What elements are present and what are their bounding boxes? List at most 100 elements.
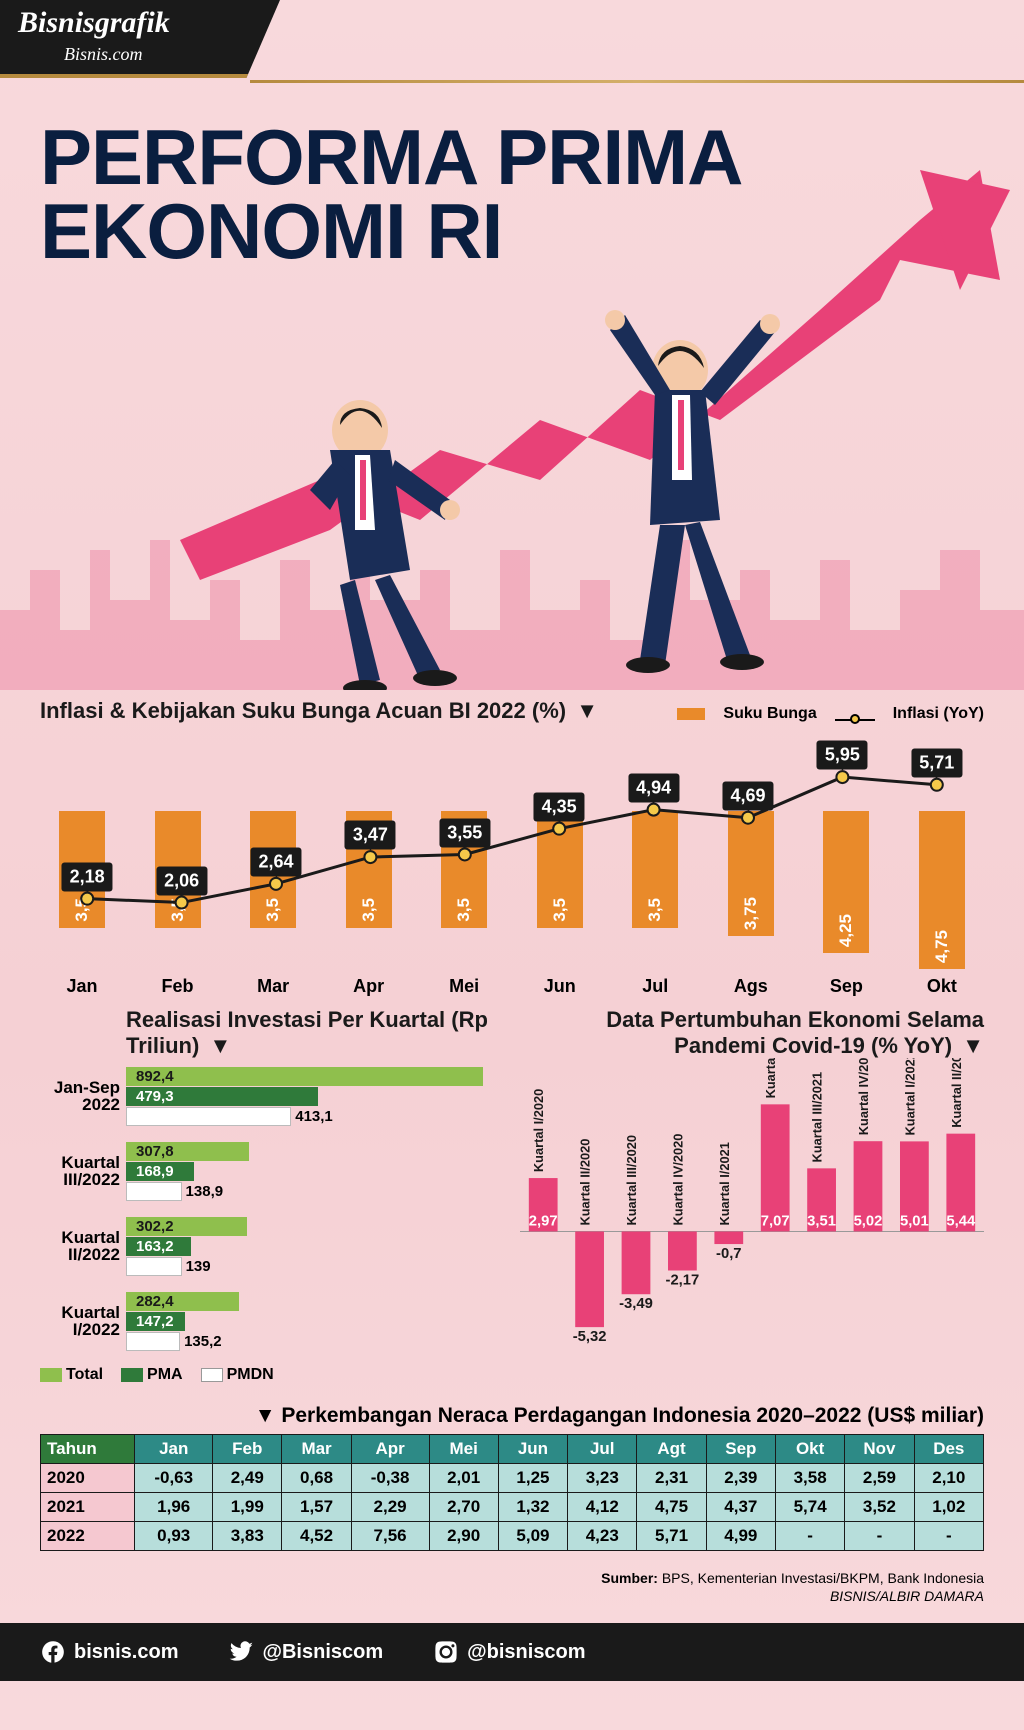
source-credit: BISNIS/ALBIR DAMARA: [830, 1588, 984, 1604]
inflasi-section: Inflasi & Kebijakan Suku Bunga Acuan BI …: [0, 690, 1024, 1007]
investasi-group: Jan-Sep2022 892,4 479,3 413,1: [40, 1066, 510, 1127]
table-header-cell: Nov: [845, 1434, 914, 1463]
investasi-bar-total: 282,4: [126, 1292, 510, 1311]
table-cell: -: [914, 1521, 983, 1550]
table-cell: 2,39: [706, 1463, 775, 1492]
investasi-value: 138,9: [186, 1183, 224, 1200]
pandemi-value: -0,7: [716, 1246, 742, 1262]
legend-swatch-pmdn: [201, 1368, 223, 1382]
investasi-value: 168,9: [136, 1163, 174, 1180]
legend-swatch-pma: [121, 1368, 143, 1382]
table-cell: 4,99: [706, 1521, 775, 1550]
brand-sub: Bisnis.com: [64, 44, 143, 65]
legend-line-label: Inflasi (YoY): [893, 705, 984, 723]
table-cell: 4,37: [706, 1492, 775, 1521]
pandemi-period-label: Kuartal II/2022: [949, 1058, 964, 1128]
table-cell: 2,29: [351, 1492, 429, 1521]
neraca-table: TahunJanFebMarAprMeiJunJulAgtSepOktNovDe…: [40, 1434, 984, 1551]
table-cell: 1,25: [498, 1463, 567, 1492]
pandemi-value: -3,49: [619, 1296, 653, 1312]
legend-swatch-bar: [677, 708, 705, 720]
pandemi-period-label: Kuartal I/2021: [717, 1142, 732, 1225]
footer-facebook: bisnis.com: [40, 1639, 178, 1665]
legend-swatch-total: [40, 1368, 62, 1382]
table-cell: 0,68: [282, 1463, 351, 1492]
table-header-cell: Okt: [775, 1434, 844, 1463]
table-cell: 2,01: [429, 1463, 498, 1492]
hero-section: PERFORMA PRIMA EKONOMI RI: [0, 90, 1024, 690]
pandemi-value: 7,07: [761, 1213, 790, 1229]
table-header-cell: Sep: [706, 1434, 775, 1463]
investasi-group: KuartalI/2022 282,4 147,2 135,2: [40, 1291, 510, 1352]
investasi-group: KuartalIII/2022 307,8 168,9 138,9: [40, 1141, 510, 1202]
investasi-value: 139: [186, 1258, 211, 1275]
triangle-down-icon: ▼: [962, 1033, 984, 1058]
pandemi-period-label: Kuartal IV/2020: [670, 1133, 685, 1225]
investasi-value: 479,3: [136, 1088, 174, 1105]
table-header-cell: Tahun: [41, 1434, 135, 1463]
table-header-cell: Jul: [568, 1434, 637, 1463]
table-cell: 2,10: [914, 1463, 983, 1492]
table-cell: 2,70: [429, 1492, 498, 1521]
table-cell: 4,12: [568, 1492, 637, 1521]
table-cell: 3,23: [568, 1463, 637, 1492]
table-cell: 3,58: [775, 1463, 844, 1492]
investasi-bars: 892,4 479,3 413,1: [126, 1066, 510, 1127]
table-cell: 0,93: [135, 1521, 213, 1550]
gold-divider: [250, 80, 1024, 83]
footer-instagram: @bisniscom: [433, 1639, 585, 1665]
table-cell: 4,52: [282, 1521, 351, 1550]
table-header-row: TahunJanFebMarAprMeiJunJulAgtSepOktNovDe…: [41, 1434, 984, 1463]
inflasi-legend: Suku Bunga Inflasi (YoY): [677, 705, 984, 723]
inflasi-value-tag: 4,94: [628, 773, 679, 802]
pandemi-value: 5,01: [900, 1213, 929, 1229]
table-cell: 2,31: [637, 1463, 706, 1492]
table-cell: 1,96: [135, 1492, 213, 1521]
table-cell: 2,49: [213, 1463, 282, 1492]
table-cell: 2,90: [429, 1521, 498, 1550]
table-cell: 4,75: [637, 1492, 706, 1521]
investasi-bar-pma: 479,3: [126, 1087, 510, 1106]
header-ribbon: Bisnisgrafik Bisnis.com: [0, 0, 1024, 90]
investasi-bar-pmdn: 135,2: [126, 1332, 510, 1351]
table-header-cell: Mar: [282, 1434, 351, 1463]
inflasi-value-tag: 4,69: [722, 782, 773, 811]
pandemi-value: -5,32: [573, 1329, 607, 1345]
table-header-cell: Des: [914, 1434, 983, 1463]
source-text: BPS, Kementerian Investasi/BKPM, Bank In…: [662, 1570, 984, 1586]
table-cell: -0,38: [351, 1463, 429, 1492]
table-cell: 3,83: [213, 1521, 282, 1550]
pandemi-bar: [575, 1231, 604, 1327]
investasi-value: 413,1: [295, 1108, 333, 1125]
instagram-icon: [433, 1639, 459, 1665]
pandemi-bar: [714, 1231, 743, 1244]
investasi-value: 302,2: [136, 1218, 174, 1235]
inflasi-value-tag: 2,18: [62, 862, 113, 891]
pandemi-title: Data Pertumbuhan Ekonomi Selama Pandemi …: [520, 1007, 984, 1058]
inflasi-value-tag: 2,64: [250, 848, 301, 877]
pandemi-value: 5,44: [946, 1213, 976, 1229]
inflasi-value-tag: 2,06: [156, 866, 207, 895]
inflasi-line: [87, 777, 937, 902]
investasi-bar-pma: 168,9: [126, 1162, 510, 1181]
neraca-section: ▼ Perkembangan Neraca Perdagangan Indone…: [0, 1398, 1024, 1551]
investasi-legend: Total PMA PMDN: [40, 1366, 510, 1384]
table-header-cell: Mei: [429, 1434, 498, 1463]
investasi-bars: 282,4 147,2 135,2: [126, 1291, 510, 1352]
brand-main: Bisnisgrafik: [18, 6, 170, 40]
table-cell: 1,57: [282, 1492, 351, 1521]
pandemi-period-label: Kuartal I/2022: [902, 1058, 917, 1135]
pandemi-value: 5,02: [854, 1213, 883, 1229]
pandemi-period-label: Kuartal III/2020: [624, 1135, 639, 1226]
table-cell: -: [845, 1521, 914, 1550]
pandemi-period-label: Kuartal II/2021: [763, 1058, 778, 1098]
triangle-down-icon: ▼: [209, 1033, 231, 1058]
table-cell: 4,23: [568, 1521, 637, 1550]
table-cell: 2022: [41, 1521, 135, 1550]
investasi-value: 135,2: [184, 1333, 222, 1350]
inflasi-value-tag: 3,55: [439, 818, 490, 847]
table-header-cell: Jun: [498, 1434, 567, 1463]
table-cell: 1,99: [213, 1492, 282, 1521]
investasi-bar-pmdn: 138,9: [126, 1182, 510, 1201]
table-header-cell: Agt: [637, 1434, 706, 1463]
